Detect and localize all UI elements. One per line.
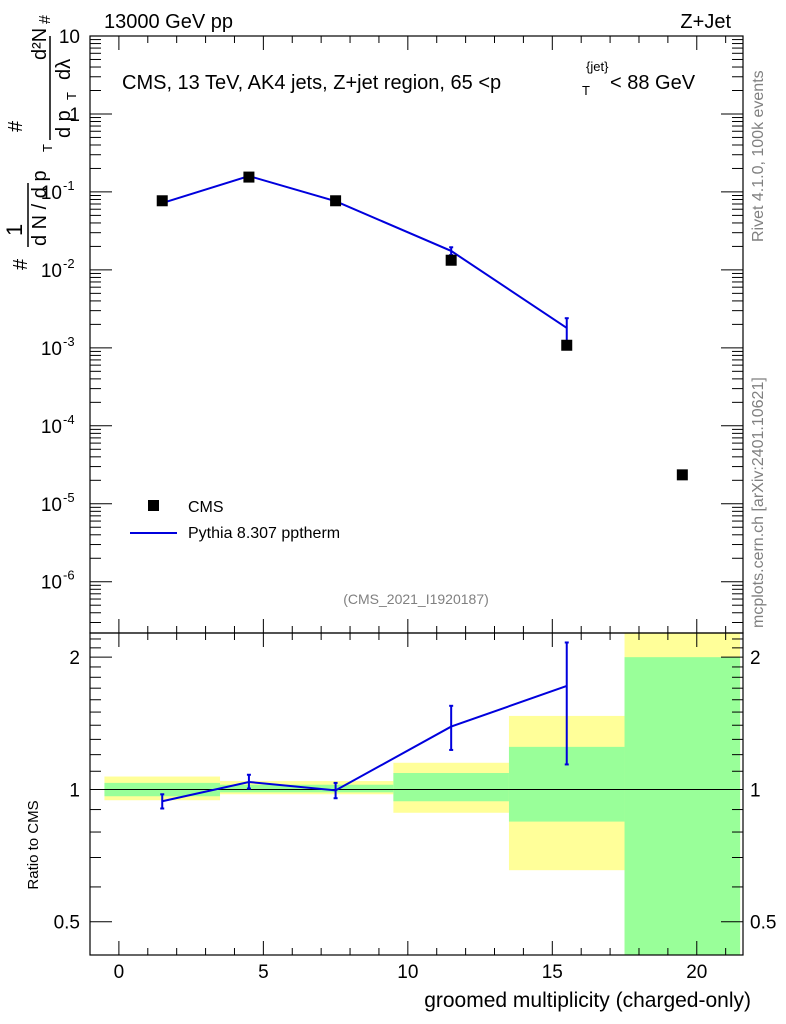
x-tick-label-5: 5: [258, 962, 269, 983]
cms-data-point: [561, 339, 573, 351]
cms-data-point: [156, 195, 168, 207]
legend: CMS Pythia 8.307 pptherm: [130, 499, 340, 542]
ratio-y-axis-label: Ratio to CMS: [25, 800, 42, 889]
x-tick-label-0: 0: [114, 962, 125, 983]
header-left: 13000 GeV pp: [104, 11, 233, 33]
main-panel-marks: [156, 171, 688, 481]
main-y-tick-label-base: 10: [41, 261, 62, 282]
green-band-2: [393, 773, 509, 802]
ratio-y-tick-label-right: 1: [750, 780, 761, 801]
main-y-axis-label: # 1 d N / d p T # d²N d p T dλ #: [2, 15, 79, 270]
ylabel-hash-2: #: [5, 120, 27, 132]
main-y-tick-label-exp: -2: [63, 256, 75, 271]
main-y-tick-label-base: 10: [41, 573, 62, 594]
x-tick-label-20: 20: [686, 962, 707, 983]
ratio-y-tick-label-left: 0.5: [54, 913, 80, 934]
main-y-tick-label-exp: -5: [63, 490, 75, 505]
analysis-watermark: (CMS_2021_I1920187): [343, 591, 489, 607]
header-right: Z+Jet: [680, 11, 731, 33]
source-label: mcplots.cern.ch [arXiv:2401.10621]: [750, 377, 767, 628]
ratio-y-tick-label-left: 1: [69, 780, 80, 801]
title-prefix: CMS, 13 TeV, AK4 jets, Z+jet region, 65 …: [122, 72, 501, 94]
cms-data-point: [676, 469, 688, 481]
main-frame: [89, 35, 744, 634]
ratio-mc-line: [162, 685, 568, 803]
main-y-tick-label-exp: -3: [63, 334, 75, 349]
ratio-y-tick-label-left: 2: [69, 648, 80, 669]
ylabel-dpT: d p: [53, 110, 75, 138]
title-sup: {jet}: [586, 59, 609, 74]
legend-cms-label: CMS: [188, 499, 224, 516]
green-band-4: [624, 657, 741, 955]
main-y-tick-label-base: 10: [41, 495, 62, 516]
legend-cms-marker: [148, 500, 159, 511]
ratio-y-tick-label-right: 0.5: [750, 913, 776, 934]
ylabel-hash-3: #: [37, 15, 54, 24]
main-y-tick-label-base: 10: [41, 183, 62, 204]
ylabel-d2N: d²N: [29, 28, 51, 60]
x-tick-label-15: 15: [542, 962, 563, 983]
cms-data-point: [445, 254, 457, 266]
ylabel-one: 1: [2, 224, 27, 236]
cms-data-point: [330, 195, 342, 207]
rivet-version-label: Rivet 4.1.0, 100k events: [750, 70, 767, 242]
main-y-tick-label-exp: -6: [63, 568, 75, 583]
main-y-tick-label-exp: -4: [63, 412, 75, 427]
main-y-tick-label: 1: [69, 105, 80, 126]
main-y-tick-label: 10: [59, 27, 80, 48]
x-tick-label-10: 10: [397, 962, 418, 983]
main-y-tick-label-base: 10: [41, 339, 62, 360]
ratio-frame: [89, 632, 744, 956]
ratio-panel-marks: [160, 641, 569, 810]
ratio-panel-axes: 0 5 10 15 20 0.5 0.5 1 1 2 2: [54, 632, 776, 983]
main-y-tick-label-base: 10: [41, 417, 62, 438]
legend-pythia-label: Pythia 8.307 pptherm: [188, 525, 340, 542]
svg-text:CMS, 13 TeV, AK4 jets, Z+jet r: CMS, 13 TeV, AK4 jets, Z+jet region, 65 …: [122, 72, 501, 94]
ratio-y-tick-label-right: 2: [750, 648, 761, 669]
ylabel-T-sub-2: T: [64, 92, 79, 100]
ylabel-hash-1: #: [10, 258, 32, 270]
title-sub: T: [582, 83, 590, 98]
ylabel-dlambda: dλ: [53, 59, 75, 80]
cms-data-point: [243, 171, 255, 183]
ylabel-dN-dpT: d N / d p: [29, 170, 51, 246]
mc-line: [161, 174, 568, 329]
ylabel-T-sub-1: T: [40, 144, 55, 152]
main-title: CMS, 13 TeV, AK4 jets, Z+jet region, 65 …: [122, 59, 696, 98]
ratio-uncertainty-bands: [104, 633, 741, 955]
main-y-tick-label-exp: -1: [63, 178, 75, 193]
title-suffix: < 88 GeV: [610, 72, 696, 94]
x-axis-label: groomed multiplicity (charged-only): [424, 989, 751, 1012]
